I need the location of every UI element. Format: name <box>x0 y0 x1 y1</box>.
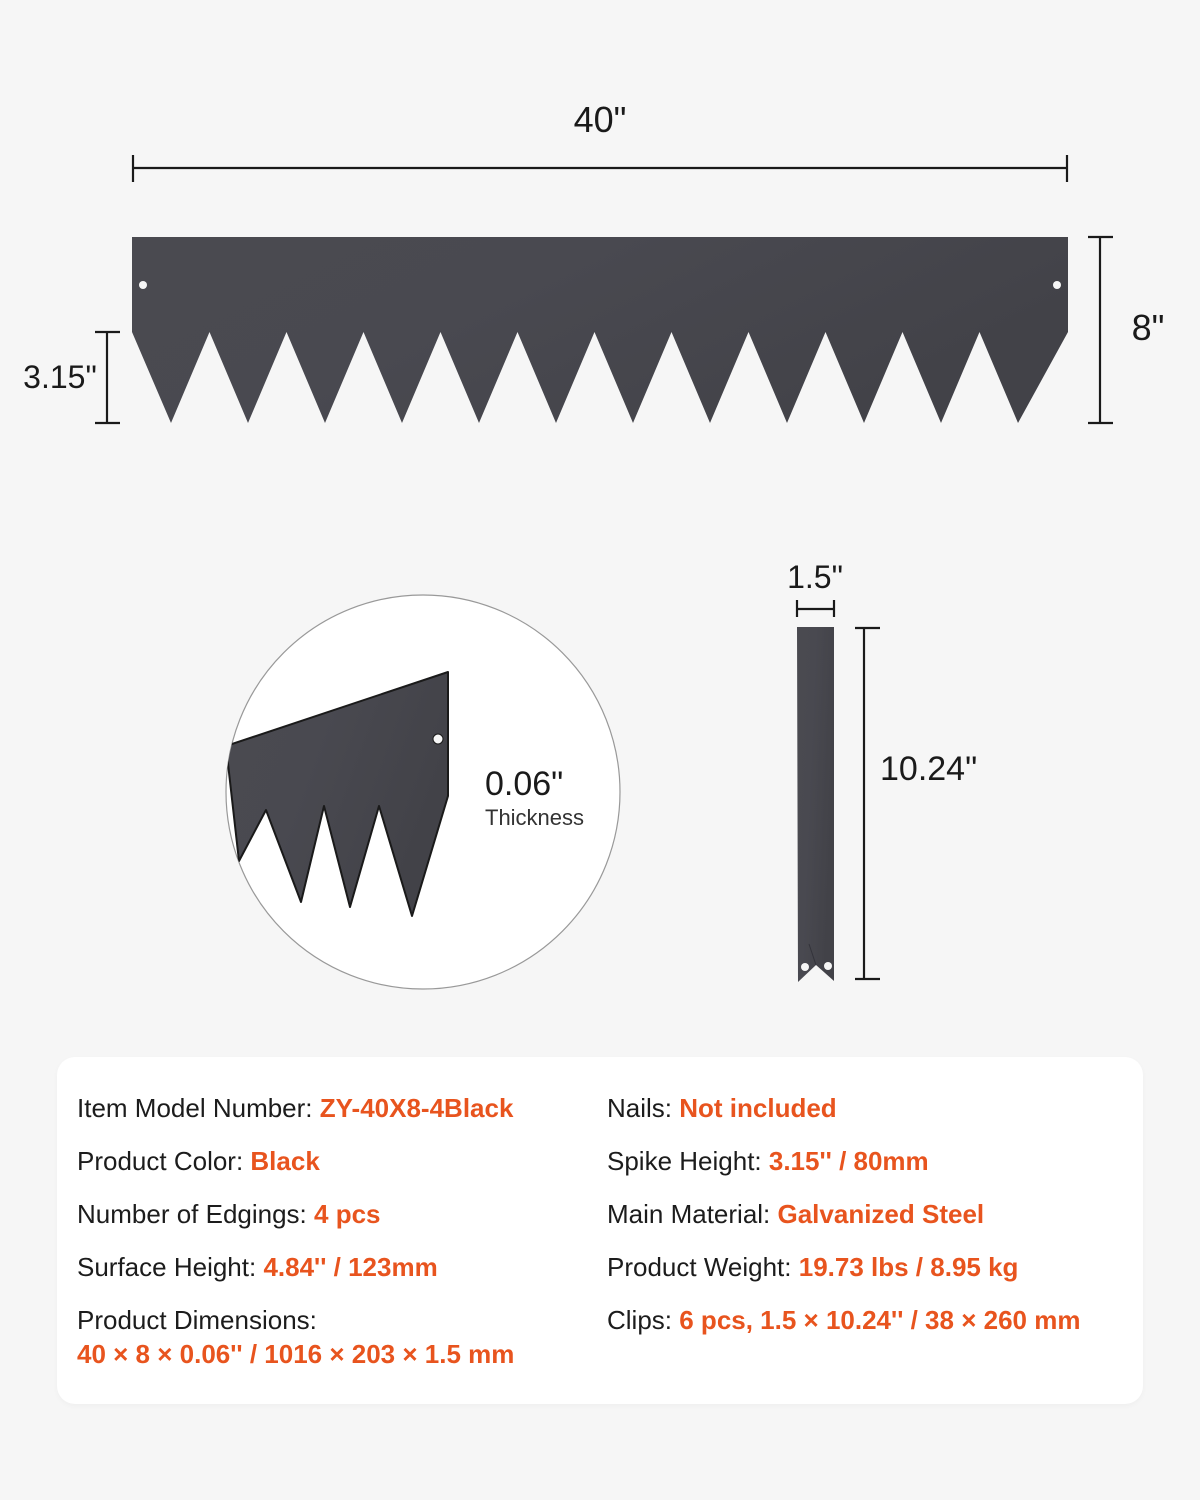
svg-text:1.5": 1.5" <box>787 559 843 595</box>
svg-text:Thickness: Thickness <box>485 805 584 830</box>
svg-text:40": 40" <box>574 99 627 140</box>
svg-text:3.15": 3.15" <box>23 359 97 395</box>
svg-text:10.24": 10.24" <box>880 750 977 788</box>
svg-text:8": 8" <box>1132 307 1165 348</box>
svg-text:0.06": 0.06" <box>485 765 563 803</box>
